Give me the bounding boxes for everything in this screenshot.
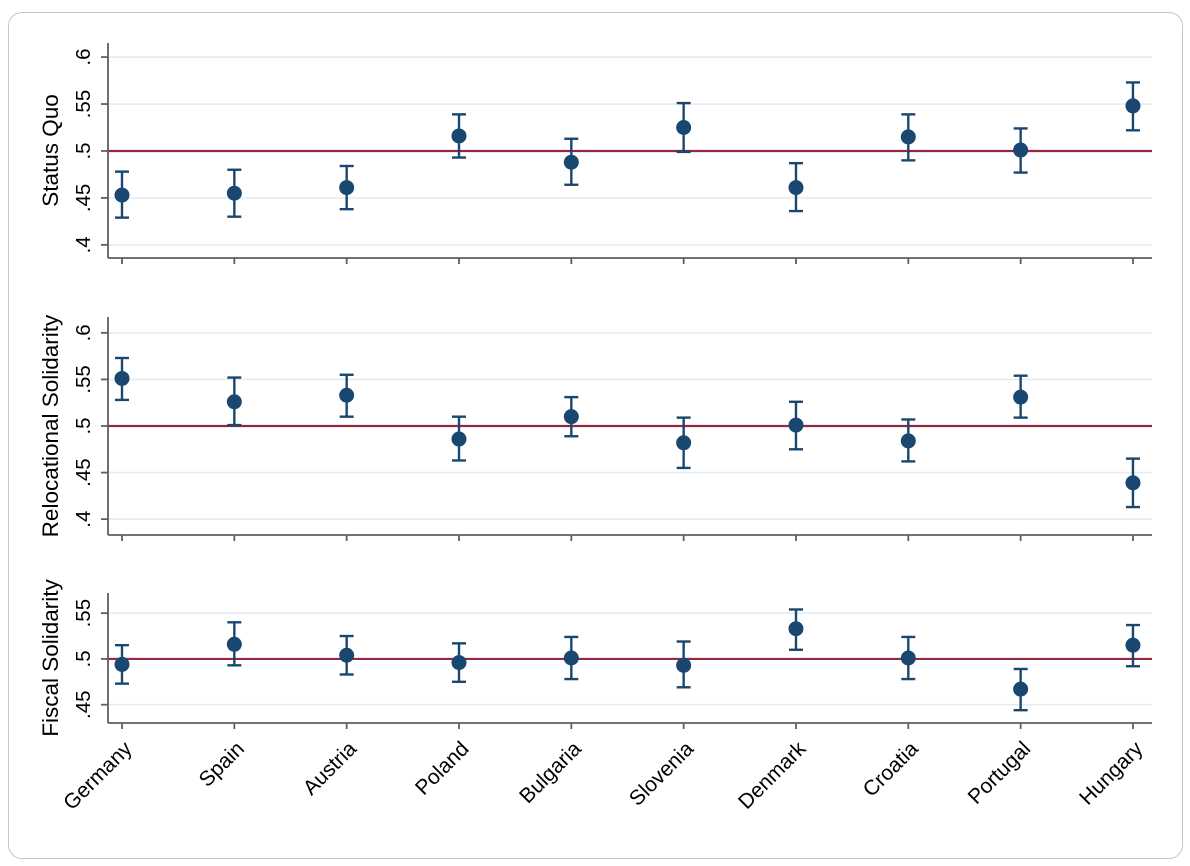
y-tick-label: .5 <box>72 650 95 667</box>
point-portugal-relocational-solidarity <box>1013 389 1029 405</box>
x-category-label-poland: Poland <box>411 737 474 800</box>
point-austria-fiscal-solidarity <box>339 647 355 663</box>
x-category-labels: Germany Spain Austria Poland Bulgaria Sloveni… <box>59 737 1148 815</box>
point-austria-relocational-solidarity <box>339 387 355 403</box>
point-bulgaria-fiscal-solidarity <box>563 650 579 666</box>
point-slovenia-relocational-solidarity <box>676 435 692 451</box>
point-germany-fiscal-solidarity <box>114 656 130 672</box>
panels-group: .4 .45 .5 .55 .6 .4 .45 .5 .55 .6 .45 .5 .55 <box>72 43 1152 729</box>
point-spain-relocational-solidarity <box>226 394 242 410</box>
point-spain-status-quo <box>226 185 242 201</box>
y-tick-label: .4 <box>72 511 95 528</box>
x-category-label-bulgaria: Bulgaria <box>515 737 586 808</box>
point-denmark-status-quo <box>788 180 804 196</box>
x-category-label-slovenia: Slovenia <box>625 737 698 810</box>
panel-fiscal-solidarity: .45 .5 .55 <box>72 593 1152 729</box>
point-germany-relocational-solidarity <box>114 370 130 386</box>
x-category-label-portugal: Portugal <box>964 737 1036 809</box>
point-hungary-status-quo <box>1125 98 1141 114</box>
point-bulgaria-status-quo <box>563 154 579 170</box>
point-slovenia-fiscal-solidarity <box>676 657 692 673</box>
point-poland-fiscal-solidarity <box>451 655 467 671</box>
point-croatia-relocational-solidarity <box>900 433 916 449</box>
x-category-label-austria: Austria <box>299 737 362 800</box>
point-austria-status-quo <box>339 180 355 196</box>
point-croatia-status-quo <box>900 129 916 145</box>
y-tick-label: .45 <box>72 184 95 213</box>
point-slovenia-status-quo <box>676 119 692 135</box>
point-denmark-relocational-solidarity <box>788 417 804 433</box>
y-tick-label: .4 <box>72 236 95 253</box>
x-category-label-croatia: Croatia <box>859 737 923 801</box>
x-category-label-spain: Spain <box>195 737 249 791</box>
panel-relocational-solidarity: .4 .45 .5 .55 .6 <box>72 317 1152 541</box>
y-tick-label: .5 <box>72 417 95 434</box>
y-tick-label: .6 <box>72 324 95 341</box>
x-category-label-germany: Germany <box>59 737 137 815</box>
panel-status-quo: .4 .45 .5 .55 .6 <box>72 43 1152 264</box>
axis-title-fiscal-solidarity: Fiscal Solidarity <box>38 578 63 736</box>
point-portugal-fiscal-solidarity <box>1013 681 1029 697</box>
axis-title-status-quo: Status Quo <box>38 94 63 207</box>
point-bulgaria-relocational-solidarity <box>563 409 579 425</box>
y-tick-label: .45 <box>72 458 95 487</box>
y-tick-label: .6 <box>72 49 95 66</box>
point-hungary-fiscal-solidarity <box>1125 637 1141 653</box>
y-tick-label: .45 <box>72 690 95 719</box>
point-denmark-fiscal-solidarity <box>788 621 804 637</box>
y-tick-label: .55 <box>72 90 95 119</box>
axis-title-relocational-solidarity: Relocational Solidarity <box>38 314 63 537</box>
point-croatia-fiscal-solidarity <box>900 650 916 666</box>
x-category-label-hungary: Hungary <box>1075 737 1148 810</box>
point-spain-fiscal-solidarity <box>226 636 242 652</box>
point-poland-relocational-solidarity <box>451 431 467 447</box>
point-germany-status-quo <box>114 187 130 203</box>
point-hungary-relocational-solidarity <box>1125 475 1141 491</box>
x-category-label-denmark: Denmark <box>734 737 811 814</box>
y-tick-label: .5 <box>72 142 95 159</box>
point-portugal-status-quo <box>1013 142 1029 158</box>
y-tick-label: .55 <box>72 599 95 628</box>
point-poland-status-quo <box>451 128 467 144</box>
y-tick-label: .55 <box>72 365 95 394</box>
